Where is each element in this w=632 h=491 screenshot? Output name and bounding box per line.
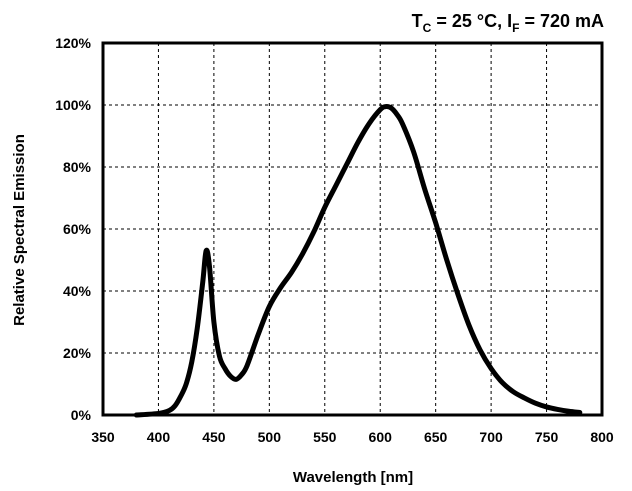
- series-line: [133, 103, 583, 418]
- y-tick-label: 60%: [63, 221, 92, 237]
- x-axis-label: Wavelength [nm]: [293, 469, 413, 486]
- y-tick-labels: 0% 20% 40% 60% 80% 100% 120%: [55, 35, 91, 423]
- x-tick-label: 650: [424, 429, 448, 445]
- y-axis-label: Relative Spectral Emission: [11, 134, 28, 326]
- x-tick-label: 700: [479, 429, 503, 445]
- y-tick-label: 20%: [63, 345, 92, 361]
- x-tick-label: 600: [369, 429, 393, 445]
- series-layer: [133, 103, 583, 418]
- grid-lines: [103, 43, 602, 415]
- x-tick-labels: 350 400 450 500 550 600 650 700 750 800: [91, 429, 614, 445]
- y-tick-label: 0%: [71, 407, 92, 423]
- x-tick-label: 450: [202, 429, 226, 445]
- x-tick-label: 500: [258, 429, 282, 445]
- plot-frame: [101, 41, 604, 417]
- y-tick-label: 100%: [55, 97, 91, 113]
- y-tick-label: 40%: [63, 283, 92, 299]
- x-tick-label: 550: [313, 429, 337, 445]
- x-tick-label: 350: [91, 429, 115, 445]
- x-tick-label: 800: [590, 429, 614, 445]
- x-tick-label: 750: [535, 429, 559, 445]
- chart-title: TC = 25 °C, IF = 720 mA: [412, 11, 604, 35]
- x-tick-label: 400: [147, 429, 171, 445]
- y-tick-label: 120%: [55, 35, 91, 51]
- y-tick-label: 80%: [63, 159, 92, 175]
